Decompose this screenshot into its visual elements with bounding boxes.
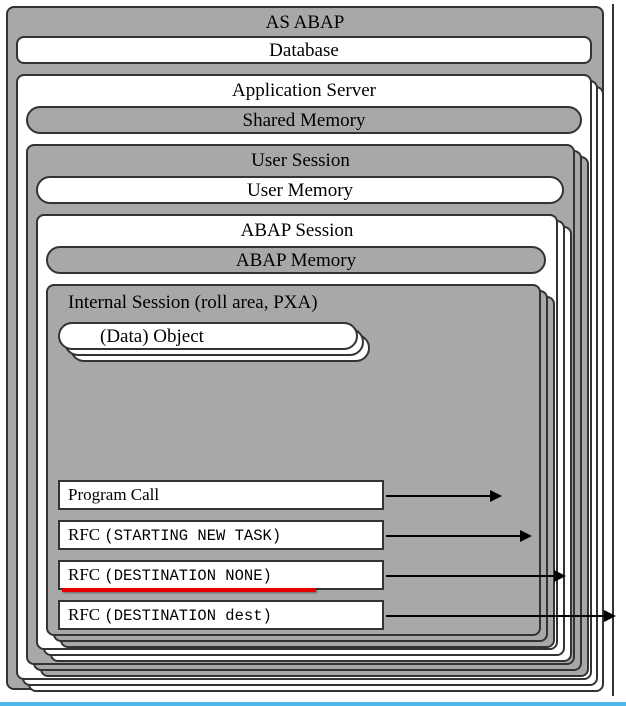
internal-session-layer: Internal Session (roll area, PXA) (Data)… xyxy=(46,284,541,636)
data-object-label: (Data) Object xyxy=(60,324,356,350)
user-session-title: User Session xyxy=(28,148,573,174)
call-rfc-new-task: RFC (STARTING NEW TASK) xyxy=(58,520,384,550)
shared-memory-box: Shared Memory xyxy=(26,106,582,134)
app-server-layer: Application Server Shared Memory User Se… xyxy=(16,74,592,680)
abap-memory-label: ABAP Memory xyxy=(48,248,544,274)
arrow-rfc-dest-dest xyxy=(386,615,614,617)
app-server-title: Application Server xyxy=(18,78,590,104)
call-label-0-prefix: Program Call xyxy=(68,485,159,504)
call-label-3-prefix: RFC xyxy=(68,605,100,624)
call-rfc-dest-dest: RFC (DESTINATION dest) xyxy=(58,600,384,630)
shared-memory-label: Shared Memory xyxy=(28,108,580,134)
call-label-1-mono: (STARTING NEW TASK) xyxy=(104,527,281,545)
red-underline xyxy=(62,588,316,592)
arrow-rfc-new-task xyxy=(386,535,530,537)
arrow-rfc-dest-none xyxy=(386,575,564,577)
call-label-1-prefix: RFC xyxy=(68,525,100,544)
call-label-2-prefix: RFC xyxy=(68,565,100,584)
call-rfc-dest-none: RFC (DESTINATION NONE) xyxy=(58,560,384,590)
abap-session-layer: ABAP Session ABAP Memory Internal Sessio… xyxy=(36,214,558,650)
call-program-call: Program Call xyxy=(58,480,384,510)
bottom-accent-line xyxy=(0,702,626,706)
arrow-program-call xyxy=(386,495,500,497)
data-object-box: (Data) Object xyxy=(58,322,358,350)
as-abap-layer: AS ABAP Database Application Server Shar… xyxy=(6,6,604,690)
as-abap-title: AS ABAP xyxy=(8,10,602,36)
user-memory-label: User Memory xyxy=(38,178,562,204)
internal-session-title: Internal Session (roll area, PXA) xyxy=(68,290,318,316)
abap-memory-box: ABAP Memory xyxy=(46,246,546,274)
user-memory-box: User Memory xyxy=(36,176,564,204)
database-box: Database xyxy=(16,36,592,64)
database-label: Database xyxy=(18,38,590,64)
call-label-2-mono: (DESTINATION NONE) xyxy=(104,567,271,585)
user-session-layer: User Session User Memory ABAP Session AB… xyxy=(26,144,575,665)
call-label-3-mono: (DESTINATION dest) xyxy=(104,607,271,625)
abap-session-title: ABAP Session xyxy=(38,218,556,244)
